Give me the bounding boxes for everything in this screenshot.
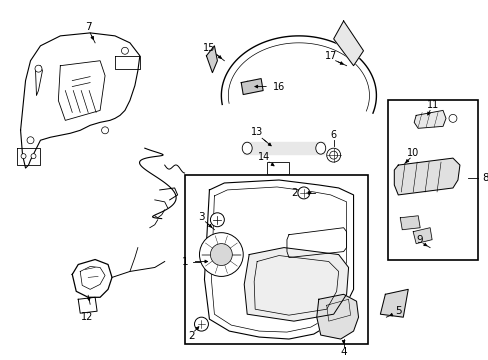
Bar: [184, 175, 368, 344]
Polygon shape: [333, 21, 363, 66]
Circle shape: [102, 127, 108, 134]
Polygon shape: [413, 111, 445, 128]
Bar: [266, 162, 288, 174]
Polygon shape: [393, 158, 459, 195]
Polygon shape: [316, 294, 358, 339]
Text: 1: 1: [182, 257, 188, 266]
Text: 17: 17: [324, 51, 336, 61]
Circle shape: [210, 213, 224, 227]
Circle shape: [35, 65, 42, 72]
Text: 7: 7: [85, 22, 91, 32]
Circle shape: [199, 233, 243, 276]
Text: 16: 16: [272, 82, 285, 91]
Text: 2: 2: [188, 331, 194, 341]
Circle shape: [27, 137, 34, 144]
Text: 15: 15: [203, 43, 215, 53]
Text: 2: 2: [291, 188, 298, 198]
Text: 4: 4: [340, 347, 346, 357]
Polygon shape: [412, 228, 431, 244]
Text: 9: 9: [416, 235, 423, 245]
Circle shape: [297, 187, 309, 199]
Text: 10: 10: [406, 148, 419, 158]
Circle shape: [21, 154, 26, 159]
Circle shape: [31, 154, 36, 159]
Circle shape: [121, 47, 128, 54]
Polygon shape: [206, 46, 217, 73]
Text: 14: 14: [258, 152, 270, 162]
Text: 6: 6: [330, 130, 336, 140]
Text: 3: 3: [198, 212, 204, 222]
Bar: [387, 100, 477, 260]
Text: 8: 8: [481, 173, 488, 183]
Circle shape: [448, 114, 456, 122]
Polygon shape: [400, 216, 419, 230]
Circle shape: [210, 244, 232, 265]
Text: 11: 11: [426, 100, 438, 111]
Text: 13: 13: [250, 127, 263, 137]
Text: 12: 12: [81, 312, 93, 322]
Polygon shape: [244, 248, 348, 321]
Circle shape: [326, 148, 340, 162]
Polygon shape: [241, 78, 263, 95]
Ellipse shape: [315, 142, 325, 154]
Circle shape: [194, 317, 208, 331]
Polygon shape: [380, 289, 407, 317]
Ellipse shape: [242, 142, 252, 154]
Circle shape: [329, 151, 337, 159]
Text: 5: 5: [394, 306, 401, 316]
